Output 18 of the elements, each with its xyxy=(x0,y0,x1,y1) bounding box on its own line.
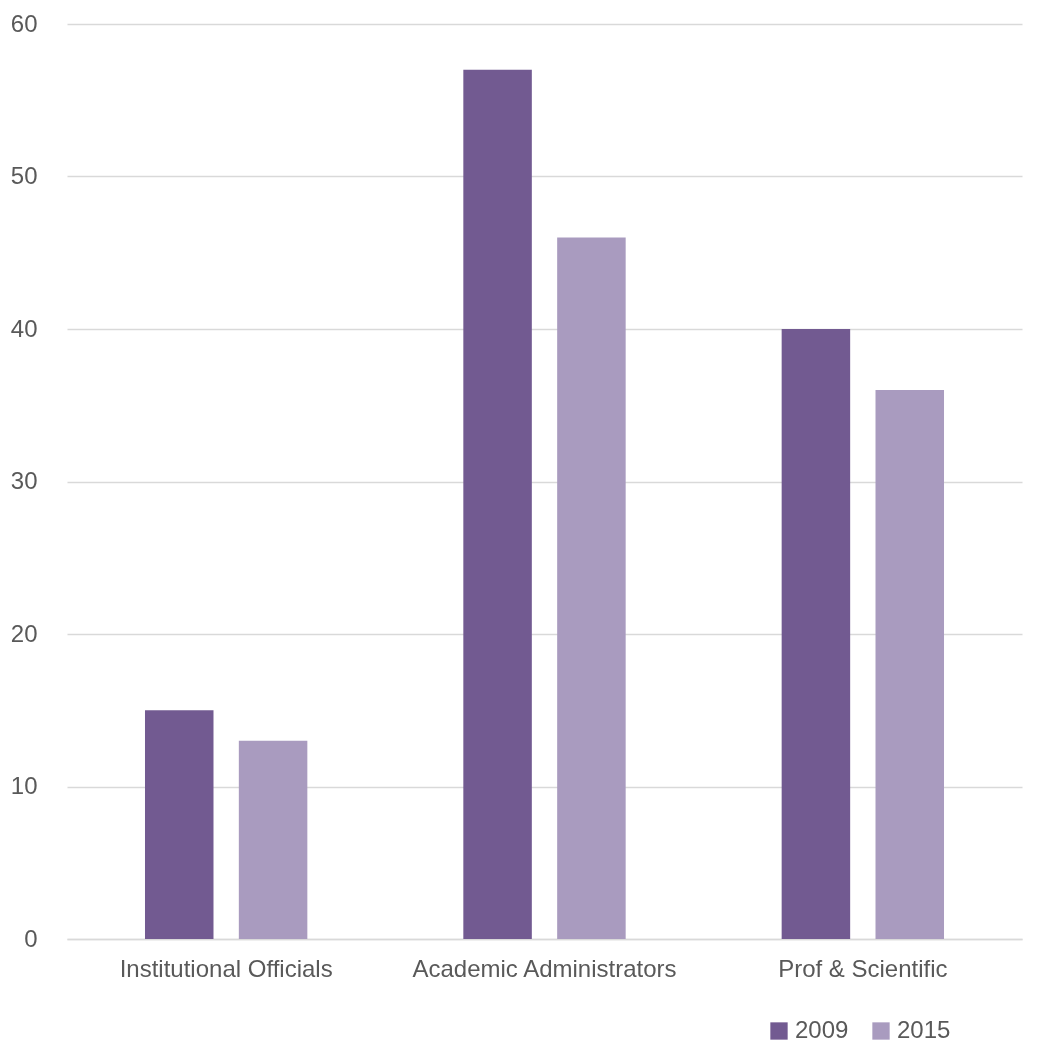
bar xyxy=(781,329,851,939)
x-tick-label: Prof & Scientific xyxy=(778,954,948,982)
y-tick-label: 10 xyxy=(10,772,38,799)
x-tick-label: Academic Administrators xyxy=(412,954,677,982)
bar xyxy=(463,69,532,939)
legend-label: 2015 xyxy=(897,1016,951,1043)
y-tick-label: 20 xyxy=(10,619,38,647)
bar xyxy=(875,390,945,939)
y-tick-label: 60 xyxy=(10,9,38,37)
y-tick-label: 40 xyxy=(10,314,38,342)
y-tick-label: 30 xyxy=(10,467,38,494)
y-tick-label: 50 xyxy=(10,162,38,189)
bar xyxy=(144,710,214,939)
bar xyxy=(238,740,308,939)
legend-label: 2009 xyxy=(795,1016,849,1043)
bar xyxy=(557,237,626,939)
x-tick-label: Institutional Officials xyxy=(119,954,333,982)
y-tick-label: 0 xyxy=(24,924,38,952)
